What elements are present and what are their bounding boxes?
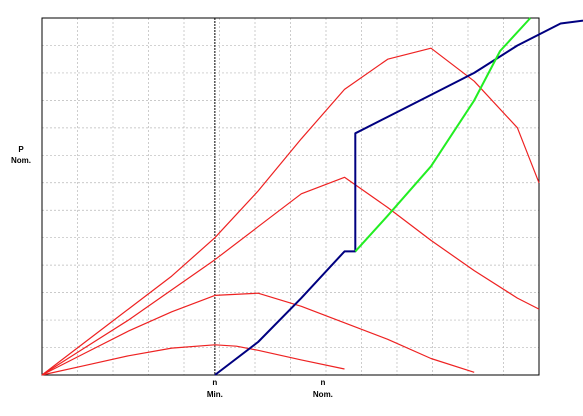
plot-grid <box>42 18 539 375</box>
y-axis-label-line-1: P <box>18 145 24 154</box>
x-tick-labels: n Min. n Nom. <box>207 378 333 399</box>
series-line-parabola <box>354 17 532 253</box>
series-line-power-curve-1 <box>41 344 345 376</box>
series-line-power-curve-3 <box>41 176 540 376</box>
x-tick-label-0-line-0: n <box>212 378 217 387</box>
series-line-power-curve-2 <box>41 292 475 376</box>
series-line-operating-curve <box>214 19 583 376</box>
series-layer <box>41 17 583 376</box>
x-tick-label-1-line-0: n <box>320 378 325 387</box>
plot-frame <box>41 17 540 376</box>
x-tick-label-1-line-1: Nom. <box>313 390 333 399</box>
series-line-power-curve-4 <box>41 47 540 376</box>
x-tick-label-0-line-1: Min. <box>207 390 223 399</box>
y-axis-label-line-2: Nom. <box>11 156 31 165</box>
